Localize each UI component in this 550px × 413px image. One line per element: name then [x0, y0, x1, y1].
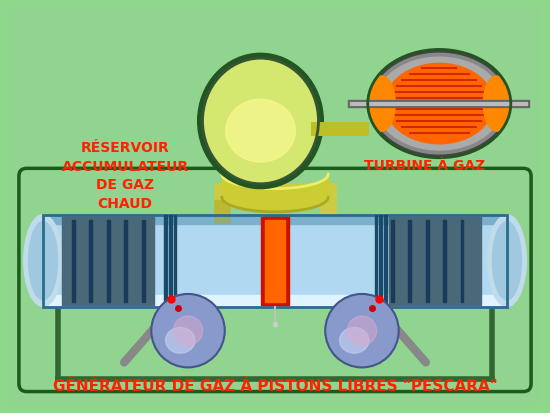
Ellipse shape: [166, 328, 195, 353]
Bar: [43, 215, 507, 306]
Text: TURBINE À GAZ: TURBINE À GAZ: [364, 159, 486, 173]
Bar: [408, 220, 411, 301]
Ellipse shape: [368, 76, 395, 131]
Bar: [72, 220, 75, 301]
Ellipse shape: [339, 328, 369, 353]
Ellipse shape: [372, 53, 507, 154]
Ellipse shape: [226, 99, 295, 162]
Bar: [460, 220, 464, 301]
Bar: [107, 220, 110, 301]
Ellipse shape: [197, 53, 323, 189]
Text: RÉSERVOIR
ACCUMULATEUR
DE GAZ
CHAUD: RÉSERVOIR ACCUMULATEUR DE GAZ CHAUD: [62, 142, 189, 211]
Ellipse shape: [29, 222, 58, 300]
Bar: [90, 220, 92, 301]
Bar: [174, 215, 177, 306]
Bar: [142, 220, 145, 301]
Ellipse shape: [368, 50, 511, 158]
Bar: [389, 217, 481, 304]
Ellipse shape: [488, 215, 526, 306]
Bar: [391, 220, 394, 301]
Bar: [265, 220, 285, 301]
Bar: [443, 220, 446, 301]
Bar: [375, 215, 377, 306]
Bar: [169, 215, 172, 306]
Bar: [43, 215, 507, 224]
Bar: [43, 295, 507, 306]
Ellipse shape: [151, 294, 225, 368]
Bar: [261, 217, 289, 304]
Bar: [384, 215, 387, 306]
Ellipse shape: [24, 215, 62, 306]
Ellipse shape: [202, 58, 318, 184]
Bar: [62, 217, 154, 304]
Bar: [43, 215, 507, 306]
Bar: [426, 220, 428, 301]
Ellipse shape: [492, 222, 521, 300]
Ellipse shape: [347, 316, 377, 345]
Ellipse shape: [483, 76, 510, 131]
Bar: [164, 215, 167, 306]
Ellipse shape: [325, 294, 399, 368]
Bar: [379, 215, 382, 306]
Bar: [124, 220, 127, 301]
Text: GÉNÉRATEUR DE GAZ À PISTONS LIBRES "PESCARA": GÉNÉRATEUR DE GAZ À PISTONS LIBRES "PESC…: [53, 379, 497, 394]
Ellipse shape: [385, 63, 493, 144]
Ellipse shape: [173, 316, 203, 345]
Ellipse shape: [376, 57, 503, 150]
